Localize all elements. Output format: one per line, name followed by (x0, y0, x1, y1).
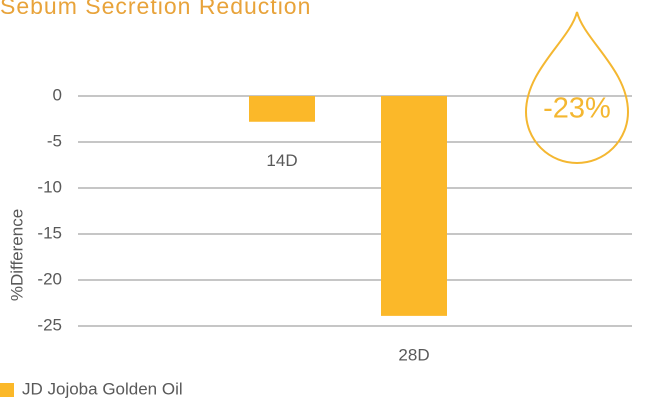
y-tick-label: -25 (37, 315, 62, 334)
y-tick-label: -20 (37, 269, 62, 288)
legend-swatch (0, 383, 14, 397)
y-tick-label: -15 (37, 223, 62, 242)
x-tick-label: 28D (398, 345, 429, 364)
bar (381, 96, 447, 316)
y-tick-label: -10 (37, 177, 62, 196)
bar (249, 96, 315, 122)
chart-title: Sebum Secretion Reduction (0, 0, 311, 19)
y-tick-label: -5 (47, 131, 62, 150)
x-tick-label: 14D (266, 151, 297, 170)
legend-label: JD Jojoba Golden Oil (22, 379, 183, 398)
y-axis-label: %Difference (7, 209, 26, 301)
annotation: -23% (543, 93, 611, 125)
y-tick-label: 0 (53, 85, 62, 104)
drop-shape (524, 11, 630, 164)
